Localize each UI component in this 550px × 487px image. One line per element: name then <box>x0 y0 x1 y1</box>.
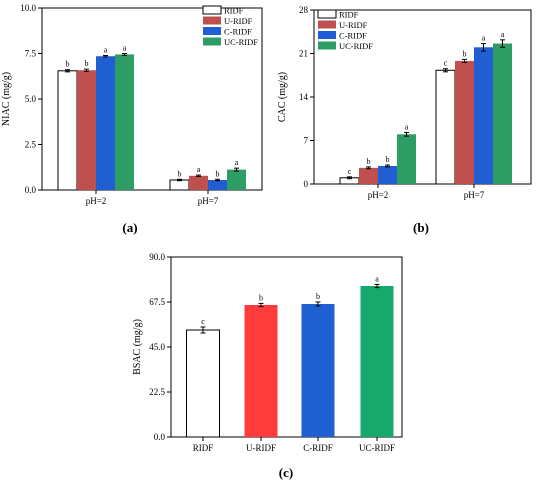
panel-label: (b) <box>413 220 429 235</box>
data-bar <box>187 330 220 437</box>
data-bar <box>96 56 115 190</box>
significance-letter: b <box>386 155 390 164</box>
data-bar <box>245 305 278 437</box>
significance-letter: a <box>104 46 108 55</box>
legend-label: UC-RIDF <box>224 37 258 47</box>
legend-swatch <box>318 42 336 50</box>
significance-letter: b <box>316 292 320 301</box>
y-tick-label: 90.0 <box>149 252 165 262</box>
significance-letter: a <box>405 122 409 131</box>
chart-panel-a: 0.0 2.5 5.0 7.5 10.0 NIAC (mg/g) (a) pH=2 b b a a pH… <box>1 3 262 235</box>
legend-swatch <box>318 10 336 18</box>
legend-label: C-RIDF <box>339 31 367 41</box>
data-bar <box>58 71 77 190</box>
legend-label: RIDF <box>339 10 359 20</box>
data-bar <box>115 54 134 190</box>
significance-letter: c <box>201 317 205 326</box>
y-tick-label: 0 <box>304 179 309 189</box>
data-bar <box>170 180 189 190</box>
x-tick-label: pH=2 <box>368 190 389 200</box>
data-bar <box>227 170 246 190</box>
x-tick-label: U-RIDF <box>246 443 276 453</box>
significance-letter: a <box>235 158 239 167</box>
significance-letter: a <box>375 274 379 283</box>
y-tick-label: 28 <box>299 5 309 15</box>
significance-letter: b <box>259 293 263 302</box>
legend-swatch <box>203 38 221 46</box>
y-tick-label: 5.0 <box>25 94 37 104</box>
significance-letter: c <box>444 59 448 68</box>
significance-letter: a <box>501 30 505 39</box>
x-tick-label: pH=2 <box>86 196 107 206</box>
y-tick-label: 7.5 <box>25 49 37 59</box>
significance-letter: a <box>123 44 127 53</box>
y-tick-label: 0.0 <box>154 432 166 442</box>
chart-panel-b: 0 7 14 21 28 CAC (mg/g) (b) pH=2 c b b a pH=7 c b a a RID… <box>277 5 531 235</box>
significance-letter: b <box>367 157 371 166</box>
y-tick-label: 45.0 <box>149 342 165 352</box>
data-bar <box>493 44 512 184</box>
data-bar <box>77 70 96 190</box>
legend-label: C-RIDF <box>224 27 252 37</box>
x-tick-label: pH=7 <box>464 190 485 200</box>
significance-letter: a <box>482 34 486 43</box>
y-tick-label: 0.0 <box>25 185 37 195</box>
legend-label: U-RIDF <box>224 16 253 26</box>
significance-letter: b <box>178 169 182 178</box>
significance-letter: b <box>463 49 467 58</box>
data-bar <box>455 61 474 184</box>
data-bar <box>302 304 335 437</box>
y-tick-label: 21 <box>299 49 308 59</box>
y-tick-label: 22.5 <box>149 387 165 397</box>
significance-letter: b <box>85 59 89 68</box>
legend-label: RIDF <box>224 6 244 16</box>
x-tick-label: pH=7 <box>198 196 219 206</box>
y-axis-label: BSAC (mg/g) <box>132 319 143 375</box>
y-tick-label: 2.5 <box>25 140 37 150</box>
legend-swatch <box>203 27 221 35</box>
data-bar <box>474 47 493 184</box>
significance-letter: c <box>348 167 352 176</box>
data-bar <box>359 168 378 184</box>
legend-swatch <box>318 21 336 29</box>
legend-swatch <box>203 6 221 14</box>
significance-letter: b <box>66 60 70 69</box>
legend-label: UC-RIDF <box>339 41 373 51</box>
y-tick-label: 10.0 <box>20 3 36 13</box>
significance-letter: a <box>197 165 201 174</box>
chart-panel-c: 0.0 22.5 45.0 67.5 90.0 BSAC (mg/g) (c) RIDF c U-… <box>132 252 402 480</box>
y-tick-label: 67.5 <box>149 297 165 307</box>
data-bar <box>397 134 416 184</box>
legend-label: U-RIDF <box>339 20 368 30</box>
significance-letter: b <box>216 169 220 178</box>
x-tick-label: RIDF <box>193 443 214 453</box>
data-bar <box>378 166 397 184</box>
panel-label: (a) <box>122 220 137 235</box>
y-tick-label: 14 <box>299 92 309 102</box>
data-bar <box>208 180 227 190</box>
data-bar <box>189 176 208 190</box>
data-bar <box>361 286 394 437</box>
legend-swatch <box>318 31 336 39</box>
panel-label: (c) <box>279 465 293 480</box>
y-axis-label: NIAC (mg/g) <box>1 72 12 126</box>
legend-swatch <box>203 17 221 25</box>
y-tick-label: 7 <box>304 136 309 146</box>
x-tick-label: C-RIDF <box>303 443 333 453</box>
x-tick-label: UC-RIDF <box>359 443 395 453</box>
y-axis-label: CAC (mg/g) <box>277 72 288 122</box>
data-bar <box>436 70 455 184</box>
